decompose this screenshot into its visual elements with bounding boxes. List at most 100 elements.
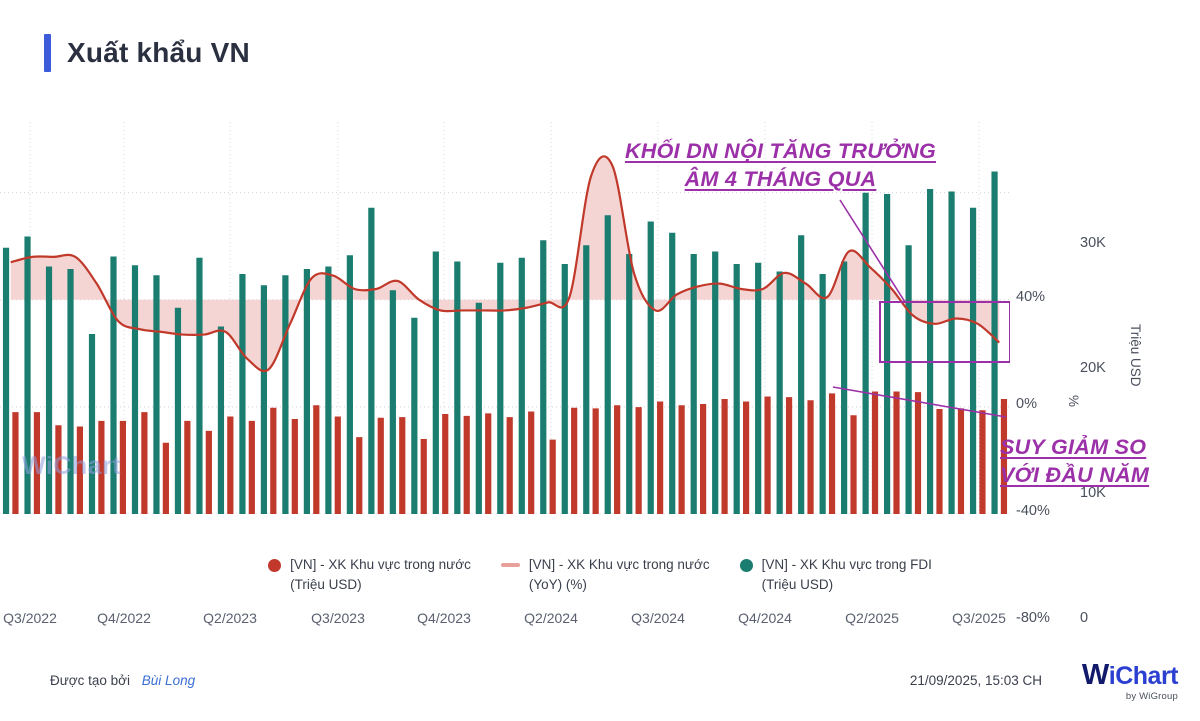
page-header: Xuất khẩu VN	[0, 0, 1200, 105]
bar-fdi	[454, 261, 461, 514]
x-axis-tick-label: Q4/2024	[738, 610, 792, 626]
bar-fdi	[991, 171, 998, 514]
bar-domestic	[657, 401, 664, 514]
bar-domestic	[850, 415, 857, 514]
logo-wordmark: WiChart	[1081, 659, 1179, 691]
author-link[interactable]: Bùi Long	[141, 673, 196, 688]
bar-fdi	[2, 247, 10, 514]
bar-fdi	[432, 251, 439, 514]
chart-svg	[0, 122, 1010, 514]
bar-fdi	[948, 191, 955, 514]
bar-fdi	[905, 245, 912, 514]
created-by-label: Được tạo bởi	[50, 673, 131, 688]
bar-domestic	[571, 407, 578, 514]
bar-domestic	[936, 409, 943, 514]
bar-fdi	[926, 189, 934, 514]
percent-tick: -40%	[1016, 502, 1050, 519]
legend-dot-icon	[739, 559, 753, 572]
bar-fdi	[196, 257, 203, 514]
legend-item[interactable]: [VN] - XK Khu vực trong nước (YoY) (%)	[500, 555, 710, 594]
bar-domestic	[248, 420, 255, 514]
bar-domestic	[1000, 399, 1008, 514]
bar-fdi	[862, 192, 869, 514]
chart-area: WiChart -80% -40% 0% 40%% 0 10K 20K 30K Triệu U…	[0, 105, 1200, 626]
bar-domestic	[162, 442, 169, 514]
bar-domestic	[614, 405, 621, 514]
bar-domestic	[721, 399, 728, 514]
bar-domestic	[141, 412, 148, 514]
bar-fdi	[733, 264, 740, 514]
percent-tick: 40%	[1016, 288, 1046, 305]
bar-fdi	[217, 326, 225, 514]
bar-domestic	[356, 437, 363, 514]
bar-fdi	[819, 274, 826, 514]
bar-domestic	[957, 408, 965, 514]
bar-domestic	[377, 417, 384, 514]
bar-fdi	[174, 307, 182, 514]
percent-axis-unit: %	[1066, 394, 1081, 407]
bar-fdi	[776, 271, 783, 514]
bar-domestic	[828, 393, 836, 514]
logo-w: W	[1081, 659, 1109, 691]
x-axis-tick-label: Q4/2022	[97, 610, 151, 626]
bar-domestic	[785, 397, 793, 514]
x-axis-tick-label: Q4/2023	[417, 610, 471, 626]
legend-label: [VN] - XK Khu vực trong nước (YoY) (%)	[528, 557, 710, 592]
bar-fdi	[969, 207, 977, 514]
value-tick: 10K	[1080, 485, 1106, 501]
bar-fdi	[669, 232, 676, 514]
bar-fdi	[884, 194, 891, 514]
bar-fdi	[239, 274, 246, 514]
value-tick: 20K	[1080, 360, 1106, 376]
title-accent-bar	[44, 34, 51, 72]
legend-label: [VN] - XK Khu vực trong nước (Triệu USD)	[290, 557, 471, 592]
bar-domestic	[807, 400, 814, 514]
bar-domestic	[463, 415, 470, 514]
bar-fdi	[841, 261, 848, 514]
bar-domestic	[764, 396, 771, 514]
bar-domestic	[485, 413, 492, 514]
bar-domestic	[506, 417, 513, 514]
bar-domestic	[592, 408, 599, 514]
bar-domestic	[98, 420, 105, 514]
legend-item[interactable]: [VN] - XK Khu vực trong nước (Triệu USD)	[268, 555, 471, 594]
footer-timestamp: 21/09/2025, 15:03 CH	[909, 673, 1042, 688]
yoy-area	[10, 156, 1000, 372]
bar-fdi	[540, 240, 547, 514]
annotation-khoi-dn-noi: KHỐI DN NỘI TĂNG TRƯỞNG ÂM 4 THÁNG QUA	[625, 139, 937, 191]
bar-domestic	[678, 405, 685, 514]
x-axis-tick-label: Q2/2023	[203, 610, 257, 626]
legend-label: [VN] - XK Khu vực trong FDI (Triệu USD)	[761, 557, 932, 592]
legend-dot-icon	[268, 559, 282, 572]
bar-domestic	[119, 420, 126, 514]
bar-domestic	[184, 420, 191, 514]
x-axis-tick-label: Q3/2023	[311, 610, 365, 626]
value-tick: 30K	[1080, 235, 1106, 251]
annotation-suy-giam: SUY GIẢM SO VỚI ĐẦU NĂM	[1000, 435, 1150, 487]
bar-fdi	[690, 254, 697, 514]
bar-domestic	[528, 411, 535, 514]
bar-fdi	[755, 262, 762, 514]
value-tick: 0	[1080, 610, 1089, 626]
bar-domestic	[76, 426, 84, 514]
bar-fdi	[131, 265, 139, 514]
bar-domestic	[635, 407, 642, 514]
percent-axis: -80% -40% 0% 40%%	[1012, 210, 1081, 635]
bar-domestic	[33, 412, 41, 514]
legend-item[interactable]: [VN] - XK Khu vực trong FDI (Triệu USD)	[739, 555, 932, 594]
bar-fdi	[368, 207, 375, 514]
bar-domestic	[55, 425, 62, 514]
page-title: Xuất khẩu VN	[67, 37, 250, 68]
bar-fdi	[282, 275, 289, 514]
bar-fdi	[798, 235, 805, 514]
bar-domestic	[227, 416, 234, 514]
value-axis-unit: Triệu USD	[1128, 324, 1143, 387]
bar-fdi	[411, 317, 418, 514]
bar-domestic	[979, 410, 986, 514]
highlight-box	[879, 301, 1010, 363]
bar-fdi	[583, 245, 590, 514]
bar-fdi	[389, 290, 396, 514]
annotation-pointer-bottom	[832, 386, 1007, 418]
bar-domestic	[399, 417, 406, 514]
